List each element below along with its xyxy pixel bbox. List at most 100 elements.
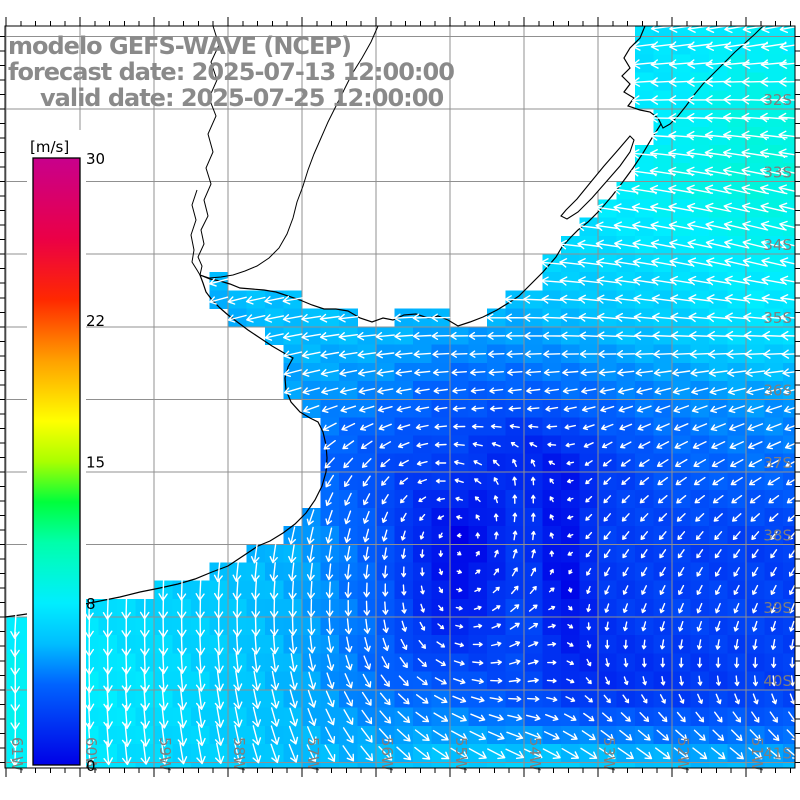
wind-arrow (674, 423, 689, 431)
wind-arrow (177, 705, 187, 729)
wind-arrow (340, 405, 357, 413)
wind-arrow (549, 514, 554, 521)
wind-arrow (716, 675, 721, 686)
wind-arrow (345, 636, 353, 653)
wind-arrow (489, 405, 503, 412)
wind-arrow (474, 496, 481, 503)
wind-arrow (397, 442, 410, 449)
wind-arrow (697, 675, 703, 686)
wind-arrow (745, 368, 766, 377)
wind-arrow (742, 41, 768, 52)
wind-arrow (306, 562, 315, 581)
wind-arrow (509, 641, 521, 648)
wind-arrow (751, 711, 760, 723)
wind-arrow (603, 549, 611, 559)
lat-label: 40S (763, 672, 792, 690)
wind-arrow (453, 423, 466, 430)
wind-arrow (761, 275, 787, 286)
wind-arrow (622, 531, 630, 540)
wind-arrow (733, 549, 741, 559)
wind-arrow (547, 641, 557, 647)
sea-cell (209, 762, 229, 768)
wind-arrow (399, 477, 409, 485)
wind-arrow (531, 549, 536, 559)
sea-cell (745, 26, 765, 37)
wind-arrow (632, 221, 657, 231)
wind-arrow (507, 714, 523, 722)
wind-arrow (769, 531, 778, 540)
wind-arrow (789, 584, 795, 595)
wind-arrow (246, 314, 266, 323)
wind-arrow (595, 239, 619, 250)
wind-arrow (604, 621, 610, 631)
wind-arrow (545, 405, 559, 412)
wind-arrow (379, 692, 391, 706)
wind-arrow (251, 634, 261, 655)
wind-arrow (472, 660, 484, 666)
lon-label: 55W (452, 737, 470, 771)
wind-arrow (603, 477, 612, 485)
lat-label: 34S (763, 236, 792, 254)
wind-arrow (752, 639, 758, 650)
wind-arrow (636, 747, 653, 760)
wind-arrow (158, 633, 169, 656)
sea-cell (782, 580, 795, 600)
wind-arrow (344, 492, 352, 506)
wind-arrow (639, 477, 650, 486)
wind-arrow (729, 423, 745, 432)
wind-arrow (746, 387, 765, 396)
wind-arrow (641, 694, 648, 704)
wind-arrow (214, 633, 224, 656)
sea-cell (449, 762, 469, 768)
wind-arrow (710, 405, 727, 414)
wind-arrow (469, 350, 487, 358)
wind-arrow (486, 313, 506, 322)
wind-arrow (650, 221, 676, 231)
wind-arrow (688, 312, 711, 323)
wind-arrow (770, 567, 777, 577)
wind-arrow (768, 729, 780, 741)
wind-arrow (524, 331, 543, 340)
wind-arrow (505, 313, 525, 322)
sea-cell (690, 26, 710, 37)
wind-arrow (723, 184, 751, 195)
sea-cell (634, 762, 654, 768)
wind-arrow (215, 742, 225, 764)
wind-arrow (450, 331, 469, 340)
wind-arrow (158, 687, 169, 711)
wind-arrow (454, 478, 464, 483)
wind-arrow (325, 545, 333, 563)
wind-arrow (382, 601, 389, 615)
wind-arrow (363, 655, 371, 670)
wind-arrow (751, 567, 759, 577)
wind-arrow (382, 547, 388, 560)
wind-arrow (270, 743, 280, 764)
lat-label: 39S (763, 599, 792, 617)
wind-arrow (752, 584, 759, 595)
wind-arrow (301, 313, 322, 323)
rio-parana (197, 25, 220, 276)
wind-arrow (600, 405, 615, 413)
wind-arrow (780, 294, 795, 304)
wind-arrow (688, 294, 712, 304)
coastline-layer (4, 25, 764, 618)
wind-arrow (601, 441, 613, 449)
wind-vector-arrows (10, 26, 795, 767)
wind-arrow (650, 203, 676, 213)
wind-arrow (270, 652, 279, 673)
wind-arrow (562, 387, 578, 395)
wind-arrow (325, 509, 333, 525)
sea-cell (708, 762, 728, 768)
wind-arrow (778, 148, 795, 158)
wind-arrow (786, 478, 795, 486)
wind-arrow (450, 747, 469, 760)
wind-arrow (271, 707, 280, 727)
wind-arrow (397, 711, 411, 723)
wind-arrow (357, 332, 377, 341)
wind-arrow (470, 696, 485, 703)
wind-arrow (382, 565, 388, 579)
wind-arrow (693, 459, 707, 468)
wind-arrow (362, 475, 371, 487)
wind-arrow (269, 544, 278, 564)
wind-arrow (585, 478, 593, 485)
